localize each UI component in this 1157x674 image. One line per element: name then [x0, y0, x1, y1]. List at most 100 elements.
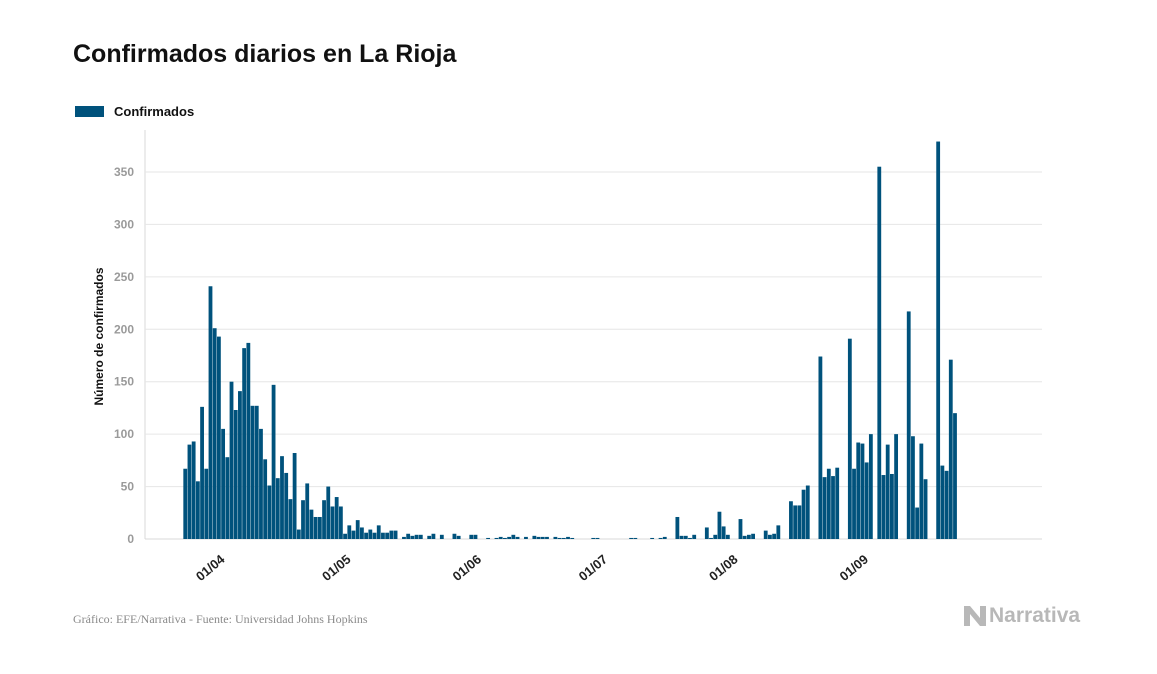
bar: [856, 442, 861, 539]
bar: [275, 478, 280, 539]
bar: [915, 507, 920, 539]
bar: [805, 485, 810, 539]
bar: [826, 468, 831, 539]
bar: [351, 530, 356, 539]
bar: [406, 533, 411, 539]
bar: [936, 141, 941, 540]
bar: [204, 468, 209, 539]
bar: [259, 428, 263, 539]
x-tick-label: 01/05: [319, 551, 354, 583]
y-tick-label: 0: [127, 532, 134, 546]
bar: [868, 434, 873, 539]
bar: [511, 534, 516, 539]
y-tick-label: 100: [114, 427, 134, 441]
bar: [675, 516, 680, 539]
bar: [322, 500, 326, 539]
bar: [343, 533, 347, 539]
x-axis-ticks: 01/04 01/05 01/06 01/07 01/08 01/09: [193, 551, 871, 584]
bar: [381, 532, 385, 539]
y-tick-label: 150: [114, 375, 134, 389]
bar: [940, 465, 945, 539]
grid-lines: [144, 130, 1042, 540]
bar: [183, 468, 188, 539]
chart-title: Confirmados diarios en La Rioja: [73, 40, 457, 68]
bar: [536, 536, 541, 539]
bar: [473, 534, 478, 539]
bar: [494, 537, 499, 539]
x-tick-label: 01/06: [449, 551, 484, 583]
bar: [334, 497, 339, 539]
bar: [284, 472, 289, 539]
bar: [372, 532, 377, 539]
bar: [402, 536, 406, 539]
bar: [776, 525, 781, 539]
bar: [385, 532, 390, 539]
bar: [376, 525, 381, 539]
bar: [789, 501, 793, 539]
bar: [250, 405, 255, 539]
bar: [877, 166, 882, 539]
bar: [456, 535, 461, 539]
source-note: Gráfico: EFE/Narrativa - Fuente: Univers…: [73, 612, 368, 626]
bar: [881, 475, 886, 539]
bar: [507, 536, 512, 539]
bar: [793, 505, 798, 539]
bar: [267, 485, 272, 539]
bar: [742, 535, 747, 539]
bar: [355, 520, 360, 539]
bar: [418, 534, 423, 539]
bar: [233, 410, 238, 539]
bar: [738, 519, 743, 539]
bar: [254, 405, 259, 539]
y-tick-label: 200: [114, 322, 134, 336]
y-axis-ticks: 0 50 100 150 200 250 300 350: [114, 165, 134, 546]
brand-logo: Narrativa: [964, 604, 1080, 628]
legend-label: Confirmados: [114, 104, 195, 119]
x-tick-label: 01/04: [193, 551, 228, 584]
x-tick: 01/08: [706, 551, 741, 583]
bar: [923, 479, 928, 539]
bar: [847, 338, 852, 539]
bar: [835, 467, 840, 539]
bar: [561, 537, 566, 539]
bar: [431, 533, 436, 539]
bar: [225, 457, 230, 539]
bar: [713, 534, 718, 539]
bar: [763, 530, 768, 539]
bar: [393, 530, 398, 539]
x-tick-label: 01/09: [836, 551, 871, 583]
legend-swatch: [75, 106, 104, 117]
bar: [650, 537, 655, 539]
bar: [683, 535, 688, 539]
bar: [427, 535, 432, 539]
bar: [280, 456, 284, 539]
bar: [503, 537, 507, 539]
bar: [751, 533, 755, 539]
bar: [688, 537, 692, 539]
x-tick: 01/07: [576, 551, 611, 583]
bar: [948, 359, 953, 539]
bar: [271, 384, 276, 539]
x-tick-label: 01/07: [576, 551, 611, 583]
bar: [709, 537, 713, 539]
bar: [439, 534, 444, 539]
bar: [768, 534, 772, 539]
bar: [557, 537, 562, 539]
bar: [326, 486, 331, 539]
bar: [191, 441, 196, 539]
bar: [242, 348, 247, 539]
bar: [195, 481, 200, 539]
bar: [658, 537, 663, 539]
bar: [772, 533, 777, 539]
bar: [540, 536, 545, 539]
bar: [208, 286, 213, 539]
bar: [746, 534, 751, 539]
y-axis-label: Número de confirmados: [92, 267, 106, 405]
bar: [889, 473, 894, 539]
bar: [662, 536, 667, 539]
bar: [524, 536, 528, 539]
bar: [852, 468, 856, 539]
bar: [364, 532, 369, 539]
y-tick-label: 300: [114, 217, 134, 231]
